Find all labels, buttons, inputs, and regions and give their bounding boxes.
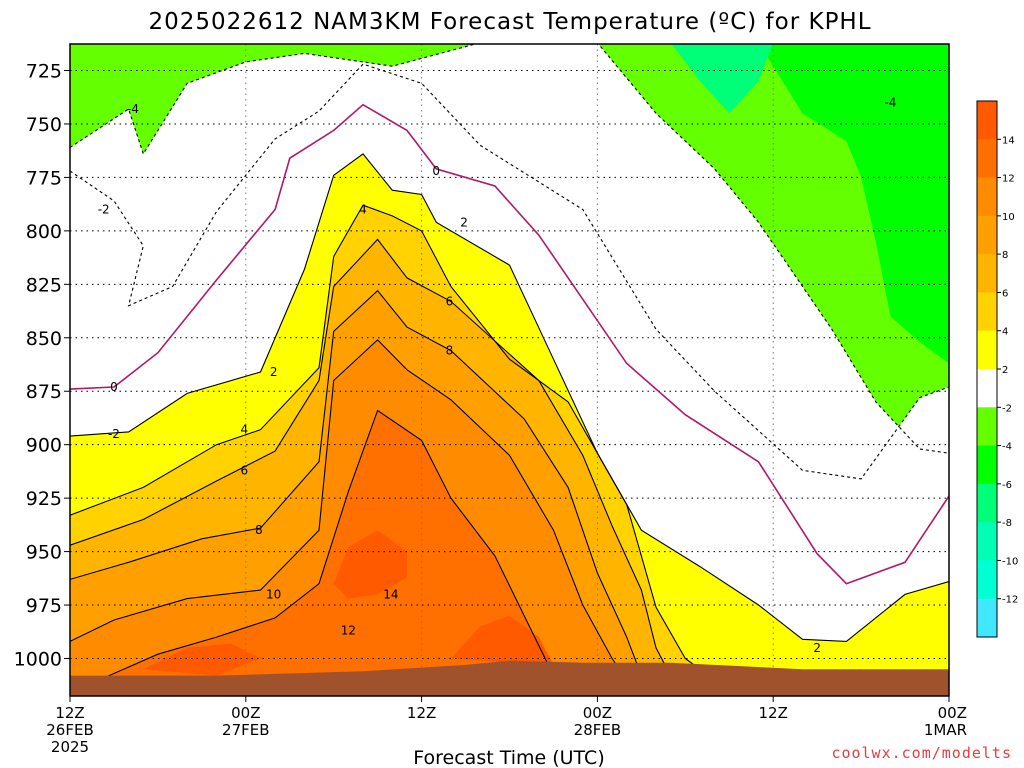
contour-label-7: 8 (255, 523, 263, 537)
colorbar-swatch-1 (977, 139, 997, 179)
colorbar-tick-label-0: 14 (1002, 135, 1015, 146)
x-tick-label-4-0: 12Z (759, 704, 788, 722)
colorbar-tick-label-1: 12 (1002, 174, 1015, 185)
fill-region-2 (671, 44, 773, 114)
colorbar-tick-label-11: -10 (1002, 556, 1018, 567)
y-tick-label-850: 850 (26, 328, 62, 350)
y-axis: 725 750 775 800 825 850 875 900 925 950 975 1000 (14, 61, 70, 671)
y-tick-label-800: 800 (26, 221, 62, 243)
colorbar-swatch-12 (977, 560, 997, 600)
x-tick-label-0-2: 2025 (51, 738, 89, 756)
temperature-fill-layer (70, 44, 949, 680)
colorbar-tick-label-12: -12 (1002, 595, 1018, 606)
contour-label-4: 2 (270, 365, 278, 379)
x-tick-label-5-1: 1MAR (924, 721, 967, 739)
colorbar-swatch-8 (977, 407, 997, 447)
contour-label-15: 8 (446, 344, 454, 358)
x-axis-label: Forecast Time (UTC) (413, 747, 604, 768)
x-tick-label-3-0: 00Z (583, 704, 612, 722)
contour-label-8: 10 (266, 587, 281, 601)
y-tick-label-775: 775 (26, 167, 62, 189)
colorbar-tick-label-3: 8 (1002, 250, 1008, 261)
contour-label-1: -2 (98, 202, 110, 216)
colorbar-tick-label-6: 2 (1002, 365, 1008, 376)
contour-label-12: 0 (432, 164, 440, 178)
colorbar-tick-label-4: 6 (1002, 288, 1008, 299)
y-tick-label-1000: 1000 (14, 649, 62, 671)
contour-label-layer: -4 -2 0 -2 2 4 6 8 10 12 14 4 0 2 6 8 -4 2 (98, 96, 897, 655)
y-tick-label-950: 950 (26, 542, 62, 564)
terrain-surface (70, 660, 949, 696)
contour-label-16: -4 (884, 96, 896, 110)
contour-label-11: 4 (359, 202, 367, 216)
colorbar-swatch-13 (977, 598, 997, 638)
credit-text: coolwx.com/modelts (831, 744, 1012, 762)
x-tick-label-1-0: 00Z (231, 704, 260, 722)
colorbar-swatch-11 (977, 522, 997, 561)
colorbar-swatch-2 (977, 177, 997, 217)
fill-region-4 (70, 104, 949, 642)
x-tick-label-0-1: 26FEB (46, 721, 93, 739)
y-tick-label-875: 875 (26, 381, 62, 403)
plot-frame (69, 43, 950, 697)
chart-title: 2025022612 NAM3KM Forecast Temperature (… (148, 9, 871, 35)
x-tick-label-2-0: 12Z (407, 704, 436, 722)
colorbar-swatch-9 (977, 445, 997, 485)
contour-line-6 (70, 238, 672, 676)
contour-line-layer (70, 44, 949, 681)
fill-region-0 (70, 44, 949, 449)
x-tick-label-1-1: 27FEB (222, 721, 269, 739)
colorbar-tick-label-10: -8 (1002, 518, 1012, 529)
contour-label-3: -2 (108, 427, 120, 441)
x-tick-label-5-0: 00Z (938, 704, 967, 722)
y-tick-label-900: 900 (26, 435, 62, 457)
colorbar-swatch-5 (977, 292, 997, 332)
y-tick-label-750: 750 (26, 114, 62, 136)
colorbar-swatch-0 (977, 101, 997, 140)
colorbar-tick-label-8: -4 (1002, 442, 1012, 453)
contour-label-5: 4 (241, 423, 249, 437)
contour-line-8 (70, 289, 642, 676)
fill-region-12 (450, 615, 554, 665)
colorbar-swatch-3 (977, 215, 997, 255)
colorbar-swatch-10 (977, 483, 997, 523)
colorbar-tick-label-9: -6 (1002, 480, 1012, 491)
x-tick-label-0-0: 12Z (55, 704, 84, 722)
x-tick-label-3-1: 28FEB (574, 721, 621, 739)
contour-label-17: 2 (813, 641, 821, 655)
y-tick-label-925: 925 (26, 488, 62, 510)
contour-label-6: 6 (241, 463, 249, 477)
grid-layer (70, 44, 949, 696)
contour-line-0 (70, 103, 949, 585)
contour-label-0: -4 (127, 102, 139, 116)
terrain-layer (70, 660, 949, 696)
contour-label-2: 0 (110, 380, 118, 394)
fill-region-3 (70, 64, 949, 541)
y-tick-label-975: 975 (26, 595, 62, 617)
contour-line-10 (70, 339, 628, 681)
contour-label-13: 2 (460, 215, 468, 229)
y-tick-label-725: 725 (26, 61, 62, 83)
colorbar-tick-label-5: 4 (1002, 327, 1008, 338)
contour-label-10: 14 (383, 587, 398, 601)
colorbar-tick-label-2: 10 (1002, 212, 1015, 223)
fill-region-13 (143, 643, 261, 676)
contour-label-14: 6 (446, 294, 454, 308)
fill-region-11 (333, 530, 407, 599)
plot-area: -4 -2 0 -2 2 4 6 8 10 12 14 4 0 2 6 8 -4 2 (70, 44, 949, 696)
contour-line-2 (70, 153, 949, 642)
fill-region-10 (99, 410, 554, 680)
contour-line-4 (70, 204, 715, 681)
colorbar-swatch-6 (977, 330, 997, 370)
contour-line--2 (70, 63, 949, 480)
y-tick-label-825: 825 (26, 274, 62, 296)
colorbar-swatch-7 (977, 369, 997, 408)
colorbar: 14 12 10 8 6 4 2 -2 -4 -6 -8 -10 -12 (976, 100, 1018, 638)
colorbar-tick-label-7: -2 (1002, 403, 1012, 414)
contour-line-12 (99, 409, 554, 681)
colorbar-swatch-4 (977, 254, 997, 293)
contour-label-9: 12 (341, 624, 356, 638)
